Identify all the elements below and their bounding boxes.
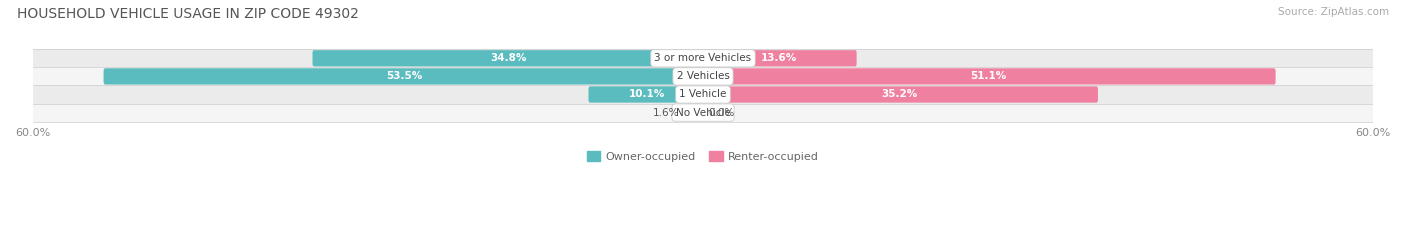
Text: 53.5%: 53.5%: [387, 71, 422, 81]
Text: 1.6%: 1.6%: [652, 108, 679, 118]
Text: Source: ZipAtlas.com: Source: ZipAtlas.com: [1278, 7, 1389, 17]
FancyBboxPatch shape: [104, 68, 704, 85]
Legend: Owner-occupied, Renter-occupied: Owner-occupied, Renter-occupied: [586, 151, 820, 162]
Text: HOUSEHOLD VEHICLE USAGE IN ZIP CODE 49302: HOUSEHOLD VEHICLE USAGE IN ZIP CODE 4930…: [17, 7, 359, 21]
Bar: [32, 103, 1374, 122]
FancyBboxPatch shape: [683, 104, 704, 121]
Text: 35.2%: 35.2%: [882, 89, 918, 99]
Bar: [32, 49, 1374, 67]
FancyBboxPatch shape: [702, 86, 1098, 103]
FancyBboxPatch shape: [702, 68, 1275, 85]
Text: No Vehicle: No Vehicle: [675, 108, 731, 118]
Text: 10.1%: 10.1%: [628, 89, 665, 99]
Text: 51.1%: 51.1%: [970, 71, 1007, 81]
Text: 34.8%: 34.8%: [491, 53, 527, 63]
Text: 13.6%: 13.6%: [761, 53, 797, 63]
Text: 2 Vehicles: 2 Vehicles: [676, 71, 730, 81]
Bar: [32, 67, 1374, 86]
FancyBboxPatch shape: [702, 50, 856, 66]
FancyBboxPatch shape: [312, 50, 704, 66]
Text: 1 Vehicle: 1 Vehicle: [679, 89, 727, 99]
Text: 3 or more Vehicles: 3 or more Vehicles: [654, 53, 752, 63]
FancyBboxPatch shape: [589, 86, 704, 103]
Text: 0.0%: 0.0%: [709, 108, 735, 118]
Bar: [32, 86, 1374, 103]
